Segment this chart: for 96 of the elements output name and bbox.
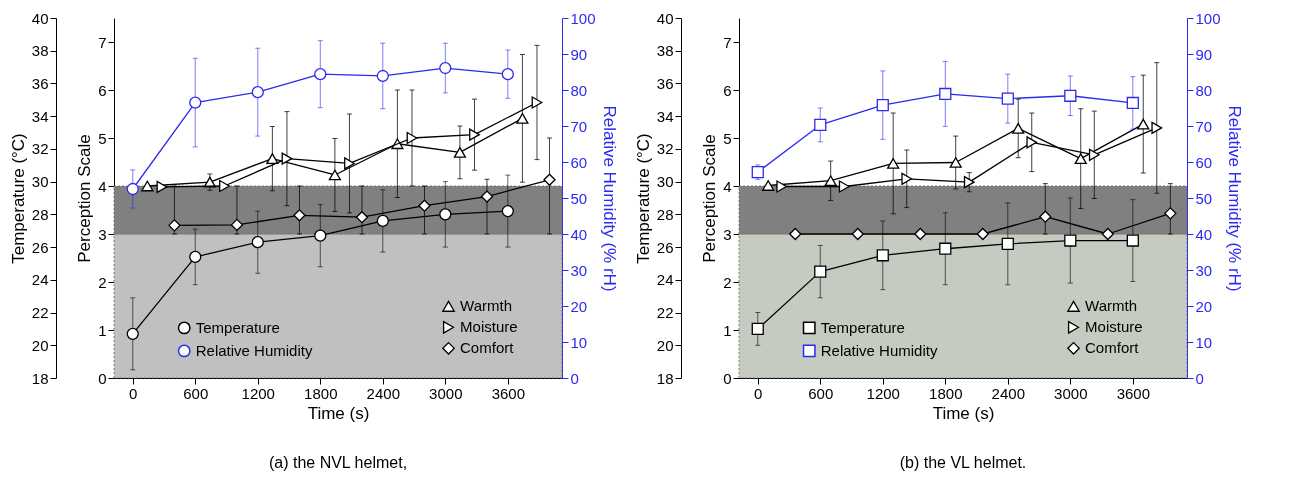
y3-tick-label: 22: [656, 304, 674, 322]
y3-tick-label: 18: [31, 369, 49, 387]
y2-tick-label: 90: [570, 45, 588, 63]
y2-tick-label: 80: [1195, 81, 1213, 99]
x-tick-label: 3000: [1054, 384, 1088, 402]
y2-tick-label: 30: [570, 261, 588, 279]
y2-tick-label: 40: [1195, 225, 1213, 243]
legend-label: Moisture: [1085, 318, 1143, 336]
y2-tick-label: 20: [570, 297, 588, 315]
y3-tick-label: 34: [656, 107, 674, 125]
y3-tick-label: 28: [31, 205, 49, 223]
y-axis-title: Perception Scale: [75, 134, 95, 263]
y3-tick-label: 22: [31, 304, 49, 322]
text: (b) the VL helmet.: [899, 454, 1027, 471]
y3-tick-label: 40: [656, 9, 674, 27]
y2-tick-label: 80: [570, 81, 588, 99]
y-tick-label: 7: [98, 33, 107, 51]
y2-tick-label: 60: [1195, 153, 1213, 171]
y-tick-label: 0: [723, 369, 732, 387]
y2-axis-title: Relative Humidity (% rH): [599, 105, 619, 292]
y3-tick-label: 38: [31, 42, 49, 60]
legend-label: Temperature: [820, 318, 905, 336]
legend-label: Comfort: [460, 339, 515, 357]
y3-tick-label: 32: [31, 140, 49, 158]
y2-tick-label: 70: [570, 117, 588, 135]
x-tick-label: 600: [183, 384, 209, 402]
y-tick-label: 0: [98, 369, 107, 387]
y-tick-label: 6: [723, 81, 732, 99]
x-tick-label: 1800: [929, 384, 963, 402]
y-tick-label: 6: [98, 81, 107, 99]
y3-tick-label: 24: [656, 271, 674, 289]
y3-tick-label: 26: [656, 238, 674, 256]
y-tick-label: 1: [723, 321, 732, 339]
y3-tick-label: 30: [31, 173, 49, 191]
y2-tick-label: 40: [570, 225, 588, 243]
y-axis-title: Perception Scale: [700, 134, 720, 263]
y2-tick-label: 90: [1195, 45, 1213, 63]
x-axis-title: Time (s): [932, 403, 995, 423]
y3-tick-label: 28: [656, 205, 674, 223]
y2-tick-label: 50: [570, 189, 588, 207]
y2-tick-label: 0: [1195, 369, 1204, 387]
y3-tick-label: 38: [656, 42, 674, 60]
x-tick-label: 3600: [1116, 384, 1151, 402]
y3-tick-label: 30: [656, 173, 674, 191]
y2-tick-label: 100: [1195, 9, 1221, 27]
x-axis-title: Time (s): [307, 403, 370, 423]
y2-tick-label: 30: [1195, 261, 1213, 279]
legend-label: Relative Humidity: [820, 341, 938, 359]
y3-tick-label: 20: [656, 336, 674, 354]
y-tick-label: 7: [723, 33, 732, 51]
x-tick-label: 3000: [429, 384, 463, 402]
y-tick-label: 3: [98, 225, 107, 243]
x-tick-label: 1200: [241, 384, 275, 402]
x-tick-label: 2400: [991, 384, 1025, 402]
y-tick-label: 4: [98, 177, 107, 195]
legend-label: Warmth: [460, 297, 512, 315]
y-tick-label: 1: [98, 321, 107, 339]
x-tick-label: 0: [129, 384, 138, 402]
x-tick-label: 0: [754, 384, 763, 402]
x-tick-label: 2400: [366, 384, 400, 402]
x-tick-label: 600: [808, 384, 834, 402]
text: (a) the NVL helmet,: [268, 454, 408, 471]
y3-tick-label: 26: [31, 238, 49, 256]
y-tick-label: 5: [98, 129, 107, 147]
y3-tick-label: 34: [31, 107, 49, 125]
y3-tick-label: 36: [31, 74, 49, 92]
y2-axis-title: Relative Humidity (% rH): [1224, 105, 1244, 292]
x-tick-label: 3600: [491, 384, 526, 402]
y3-tick-label: 18: [656, 369, 674, 387]
y2-tick-label: 70: [1195, 117, 1213, 135]
x-tick-label: 1800: [304, 384, 338, 402]
y-tick-label: 2: [723, 273, 732, 291]
legend-label: Relative Humidity: [195, 341, 313, 359]
y-tick-label: 4: [723, 177, 732, 195]
y2-tick-label: 10: [570, 333, 588, 351]
y2-tick-label: 10: [1195, 333, 1213, 351]
x-tick-label: 1200: [866, 384, 900, 402]
y3-tick-label: 40: [31, 9, 49, 27]
y2-tick-label: 100: [570, 9, 596, 27]
y2-tick-label: 20: [1195, 297, 1213, 315]
legend-label: Moisture: [460, 318, 518, 336]
y3-axis-title: Temperature (°C): [633, 133, 653, 264]
legend-label: Temperature: [195, 318, 280, 336]
y2-tick-label: 60: [570, 153, 588, 171]
y-tick-label: 3: [723, 225, 732, 243]
y3-tick-label: 32: [656, 140, 674, 158]
y-tick-label: 2: [98, 273, 107, 291]
y3-tick-label: 36: [656, 74, 674, 92]
y3-tick-label: 24: [31, 271, 49, 289]
legend-label: Comfort: [1085, 339, 1140, 357]
y3-tick-label: 20: [31, 336, 49, 354]
y-tick-label: 5: [723, 129, 732, 147]
y3-axis-title: Temperature (°C): [8, 133, 28, 264]
y2-tick-label: 0: [570, 369, 579, 387]
y2-tick-label: 50: [1195, 189, 1213, 207]
legend-label: Warmth: [1085, 297, 1137, 315]
